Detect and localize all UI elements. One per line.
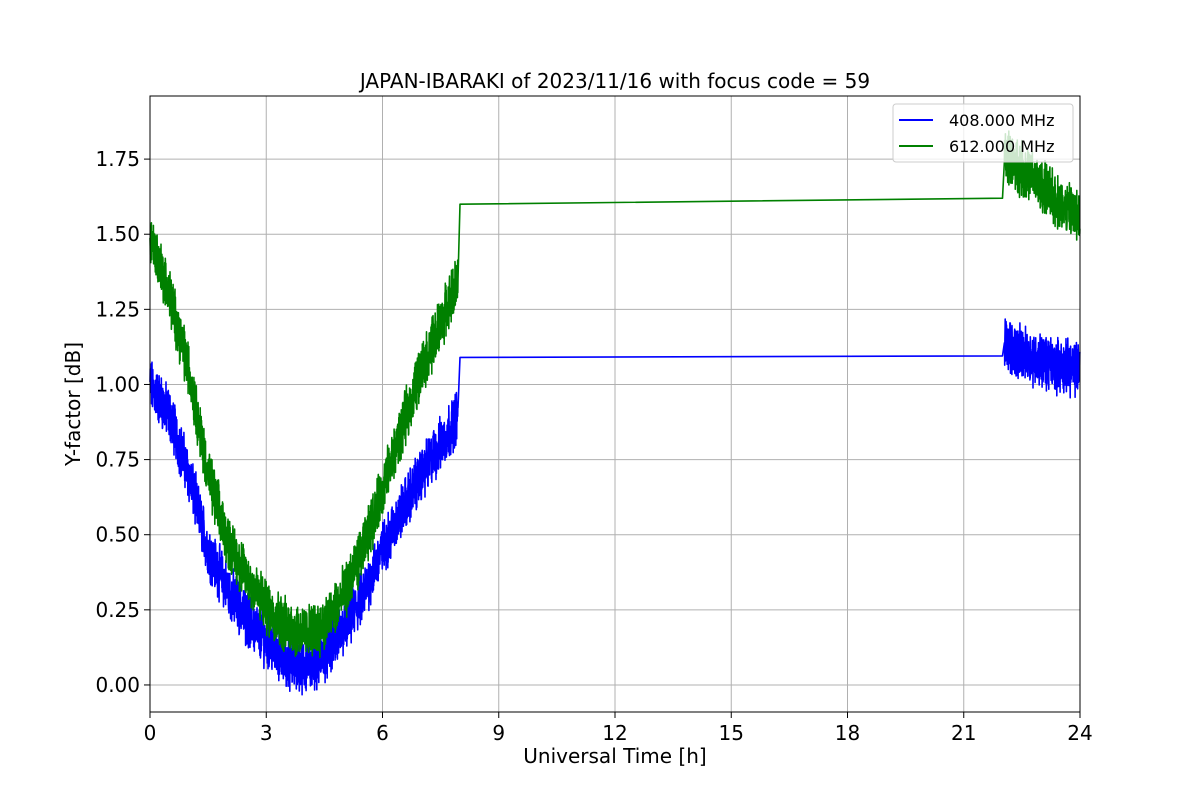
x-tick-label: 12 [602, 721, 627, 745]
x-tick-label: 24 [1067, 721, 1092, 745]
x-tick-label: 3 [260, 721, 273, 745]
y-tick-label: 0.00 [95, 673, 140, 697]
x-tick-label: 6 [376, 721, 389, 745]
x-ticks: 0 3 6 9 12 15 18 21 24 [144, 712, 1093, 745]
x-tick-label: 0 [144, 721, 157, 745]
series-line-0 [149, 318, 1081, 696]
y-tick-label: 0.25 [95, 598, 140, 622]
y-tick-label: 1.00 [95, 372, 140, 396]
legend-label: 408.000 MHz [949, 111, 1054, 130]
x-tick-label: 9 [492, 721, 505, 745]
y-tick-label: 1.25 [95, 297, 140, 321]
legend: 408.000 MHz 612.000 MHz [892, 103, 1074, 163]
y-tick-label: 1.50 [95, 222, 140, 246]
y-tick-label: 0.50 [95, 523, 140, 547]
y-tick-label: 0.75 [95, 448, 140, 472]
chart-title: JAPAN-IBARAKI of 2023/11/16 with focus c… [358, 69, 870, 93]
legend-label: 612.000 MHz [949, 137, 1054, 156]
y-tick-label: 1.75 [95, 147, 140, 171]
x-tick-label: 15 [719, 721, 744, 745]
y-ticks: 0.00 0.25 0.50 0.75 1.00 1.25 1.50 1.75 [95, 147, 150, 697]
legend-box [892, 103, 1074, 163]
x-tick-label: 21 [951, 721, 976, 745]
x-tick-label: 18 [835, 721, 860, 745]
x-axis-label: Universal Time [h] [523, 744, 706, 768]
y-axis-label: Y-factor [dB] [61, 342, 85, 467]
